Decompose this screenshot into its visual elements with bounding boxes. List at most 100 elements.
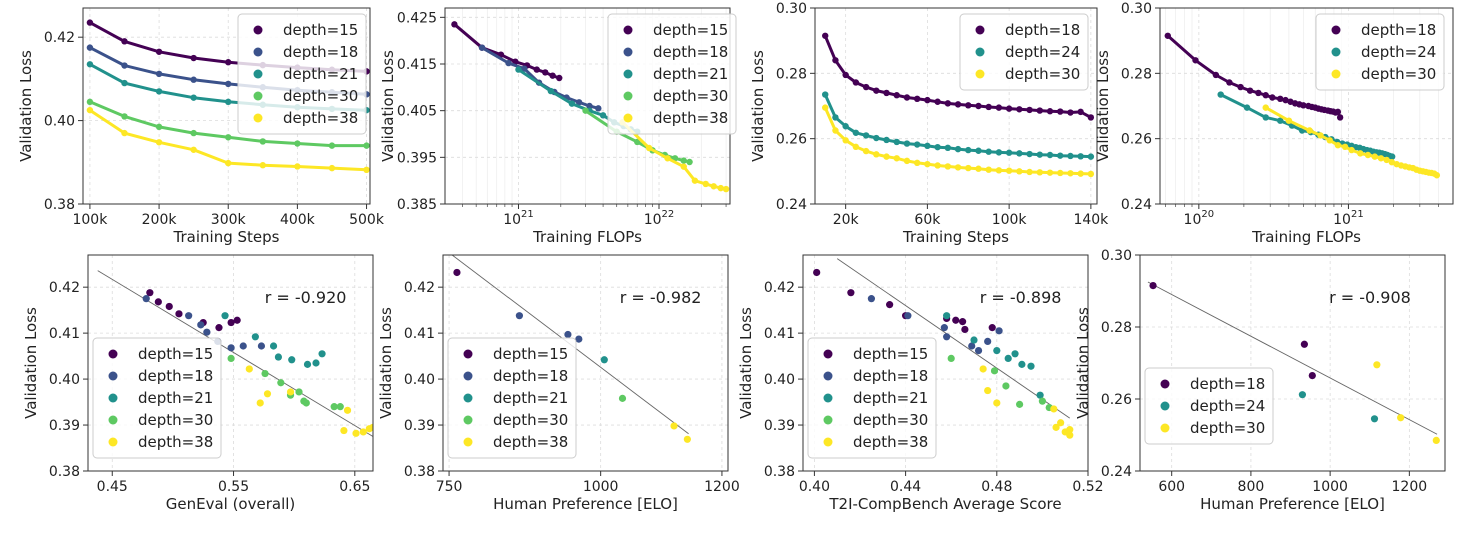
legend-label: depth=38: [653, 109, 728, 127]
data-point: [995, 167, 1003, 174]
data-point: [961, 325, 969, 334]
y-axis-label: Validation Loss: [22, 307, 40, 419]
data-point: [1026, 168, 1033, 176]
data-point: [988, 324, 996, 332]
y-axis-label: Validation Loss: [377, 307, 395, 419]
legend-marker: [253, 91, 263, 101]
plot-marks: [451, 21, 730, 193]
legend-label: depth=18: [653, 43, 728, 61]
data-point: [893, 138, 900, 146]
plot-marks: [813, 258, 1074, 439]
x-tick-label: 0.40: [799, 479, 830, 495]
y-tick-label: 0.41: [764, 326, 795, 342]
data-point: [1433, 172, 1441, 179]
legend-box: [447, 337, 577, 459]
series-depth=38: [86, 106, 370, 174]
series-depth=24: [1298, 391, 1379, 423]
legend-box: [1315, 13, 1445, 91]
correlation-annotation: r = -0.908: [1329, 288, 1411, 307]
data-point: [1036, 107, 1043, 114]
data-point: [702, 180, 709, 188]
plot-marks: [1164, 32, 1441, 179]
data-point: [121, 129, 128, 137]
x-tick-label: 1020: [1184, 209, 1215, 228]
series-depth=38: [619, 119, 730, 193]
x-axis-label: Training FLOPs: [1251, 228, 1361, 246]
x-tick-label: 1000: [583, 479, 619, 495]
data-point: [852, 129, 860, 136]
data-point: [1348, 146, 1355, 154]
data-point: [369, 423, 373, 431]
data-point: [155, 88, 163, 95]
legend-marker: [463, 415, 473, 425]
data-point: [985, 148, 992, 155]
legend: depth=15 depth=18 depth=21 depth=30 depth=38: [237, 13, 367, 135]
data-point: [225, 159, 232, 167]
legend-marker: [108, 415, 118, 425]
data-point: [965, 146, 972, 154]
legend-box: [237, 13, 367, 135]
x-tick-label: 500k: [349, 212, 385, 228]
legend-marker: [623, 25, 633, 35]
data-point: [1192, 57, 1199, 64]
data-point: [86, 19, 94, 26]
data-point: [269, 342, 278, 350]
data-point: [683, 435, 691, 443]
legend-label: depth=15: [138, 345, 213, 363]
legend-box: [807, 337, 937, 459]
data-point: [1243, 104, 1251, 111]
data-point: [1038, 397, 1046, 405]
data-point: [1298, 391, 1307, 399]
data-point: [547, 87, 555, 95]
data-point: [618, 394, 627, 402]
data-point: [533, 66, 540, 73]
data-point: [1364, 151, 1372, 159]
x-tick-label: 1200: [1392, 479, 1428, 495]
legend-marker: [108, 393, 118, 403]
series-depth=18: [1164, 32, 1344, 121]
y-tick-label: 0.39: [764, 418, 795, 434]
data-point: [883, 89, 890, 97]
legend-marker: [823, 349, 833, 359]
data-point: [1432, 436, 1440, 444]
data-point: [1317, 132, 1324, 139]
data-point: [121, 79, 128, 87]
data-point: [595, 105, 602, 112]
x-tick-label: 1200: [704, 479, 740, 495]
legend-label: depth=38: [493, 433, 568, 451]
legend: depth=15 depth=18 depth=21 depth=30 depth=38: [807, 337, 937, 459]
data-point: [1277, 95, 1284, 103]
axes-frame: [82, 7, 371, 205]
legend-label: depth=30: [493, 411, 568, 429]
data-point: [934, 98, 941, 105]
legend-label: depth=18: [138, 367, 213, 385]
data-point: [970, 336, 978, 344]
data-point: [968, 342, 976, 350]
data-point: [862, 147, 870, 155]
legend-marker: [823, 415, 833, 425]
data-point: [913, 95, 921, 103]
y-tick-label: 0.40: [49, 372, 80, 388]
data-point: [847, 289, 855, 297]
x-axis-label: Training Steps: [173, 228, 280, 246]
data-point: [190, 94, 197, 101]
legend-box: [607, 13, 737, 135]
data-point: [599, 112, 607, 119]
data-point: [813, 268, 821, 277]
legend: depth=15 depth=18 depth=21 depth=30 depth=38: [92, 337, 222, 459]
series-depth=38: [979, 365, 1074, 439]
legend-label: depth=18: [283, 43, 358, 61]
series-depth=21: [600, 356, 608, 364]
data-point: [1262, 104, 1269, 111]
data-point: [261, 369, 269, 378]
x-axis-label: Training Steps: [902, 228, 1009, 246]
data-point: [965, 164, 972, 172]
data-point: [867, 295, 876, 303]
data-point: [1334, 108, 1342, 116]
y-tick-label: 0.26: [1101, 392, 1132, 408]
legend: depth=18 depth=24 depth=30: [959, 13, 1089, 91]
data-point: [86, 106, 94, 114]
data-point: [302, 399, 310, 407]
series-depth=30: [947, 354, 1053, 412]
